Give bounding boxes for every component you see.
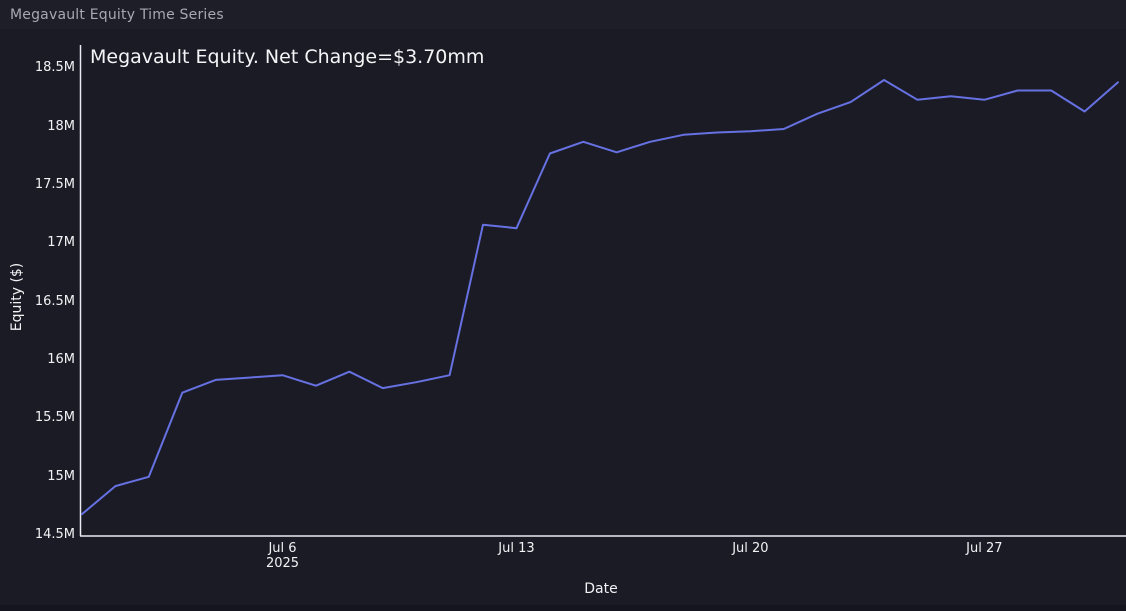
x-tick-label: Jul 6 2025 — [238, 541, 328, 571]
x-tick-label: Jul 27 — [939, 541, 1029, 556]
y-tick-label: 15M — [47, 468, 75, 484]
y-tick-label: 18M — [47, 118, 75, 134]
x-axis-title: Date — [584, 581, 618, 597]
y-tick-label: 14.5M — [34, 527, 75, 543]
x-tick-date: Jul 13 — [498, 541, 535, 556]
equity-series-line[interactable] — [81, 79, 1119, 516]
x-tick-label: Jul 20 — [705, 541, 795, 556]
y-tick-label: 16.5M — [34, 293, 75, 309]
widget-header-title: Megavault Equity Time Series — [10, 7, 224, 23]
y-tick-label: 15.5M — [34, 410, 75, 426]
x-tick-label: Jul 13 — [471, 541, 561, 556]
y-tick-label: 16M — [47, 352, 75, 368]
y-tick-label: 17M — [47, 235, 75, 251]
y-tick-label: 17.5M — [34, 177, 75, 192]
x-tick-date: Jul 6 — [268, 541, 297, 556]
x-tick-date: Jul 20 — [732, 541, 769, 556]
chart-card — [0, 29, 1126, 605]
widget-header: Megavault Equity Time Series — [0, 0, 1126, 29]
x-tick-year: 2025 — [265, 556, 300, 571]
y-tick-label: 18.5M — [34, 60, 75, 76]
chart-title: Megavault Equity. Net Change=$3.70mm — [90, 46, 485, 68]
x-tick-date: Jul 27 — [966, 541, 1003, 556]
